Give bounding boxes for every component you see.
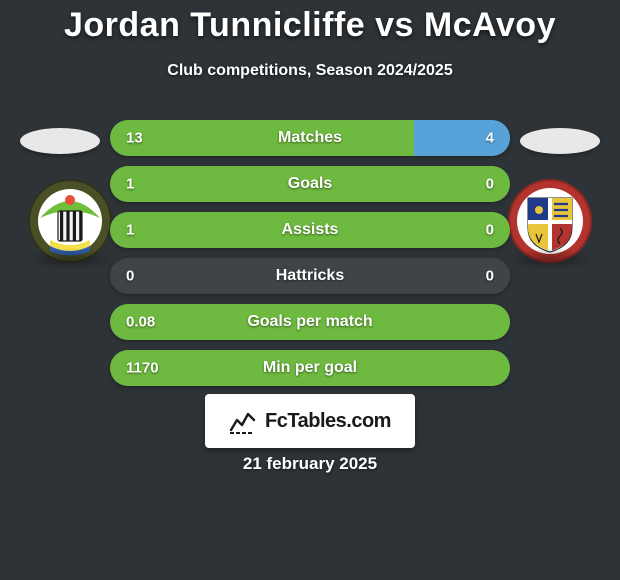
stat-row: Assists1 0 [110,212,510,248]
page-title: Jordan Tunnicliffe vs McAvoy [0,6,620,45]
crest-shadow [25,248,115,270]
comparison-infographic: Jordan Tunnicliffe vs McAvoy Club compet… [0,0,620,580]
stat-label: Goals [110,166,510,202]
stat-row: Hattricks0 0 [110,258,510,294]
stat-row: Goals1 0 [110,166,510,202]
fctables-badge: FcTables.com [205,394,415,448]
date-label: 21 february 2025 [0,454,620,474]
stat-value-left: 13 [126,130,143,147]
stat-value-left: 0 [126,268,134,285]
stat-value-right: 0 [486,176,494,193]
stat-value-left: 1 [126,222,134,239]
fctables-badge-text: FcTables.com [265,410,391,433]
stat-value-left: 1170 [126,360,159,377]
subtitle: Club competitions, Season 2024/2025 [0,62,620,80]
stat-value-left: 0.08 [126,314,155,331]
player-right-ellipse [520,128,600,154]
stat-row: Goals per match0.08 [110,304,510,340]
stat-label: Assists [110,212,510,248]
stat-label: Goals per match [110,304,510,340]
club-crest-left [20,178,120,264]
stat-label: Matches [110,120,510,156]
stat-value-right: 0 [486,268,494,285]
stat-value-left: 1 [126,176,134,193]
fctables-logo-icon [229,408,257,434]
stat-row: Min per goal1170 [110,350,510,386]
stat-row: Matches13 4 [110,120,510,156]
stat-value-right: 4 [486,130,494,147]
stat-bars: Matches134Goals10Assists10Hattricks00Goa… [110,120,510,396]
player-left-ellipse [20,128,100,154]
stat-label: Min per goal [110,350,510,386]
stat-label: Hattricks [110,258,510,294]
crest-shadow [505,248,595,270]
club-crest-right [500,178,600,264]
stat-value-right: 0 [486,222,494,239]
